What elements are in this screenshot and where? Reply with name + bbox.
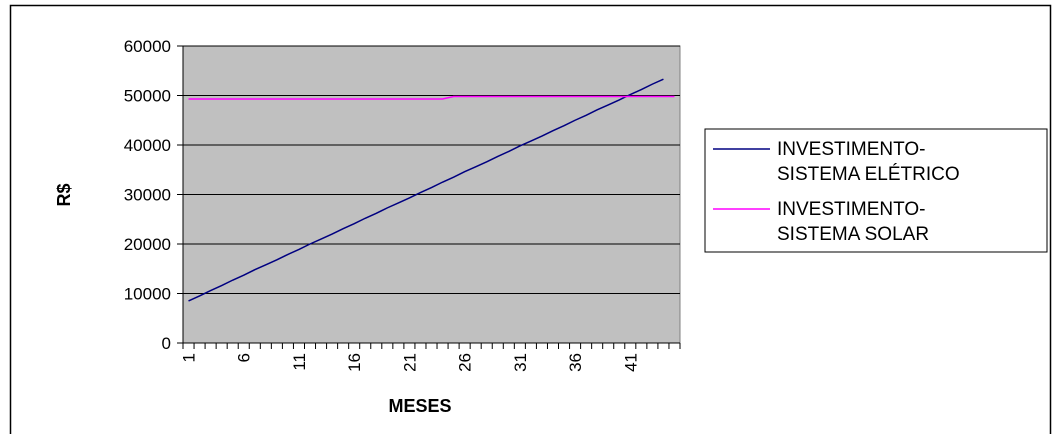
- y-tick-label: 60000: [124, 37, 171, 56]
- legend-label-line: SISTEMA SOLAR: [777, 224, 929, 245]
- x-tick-label: 16: [345, 353, 364, 372]
- x-tick-label: 6: [235, 353, 254, 362]
- x-tick-label: 26: [456, 353, 475, 372]
- x-tick-label: 11: [290, 353, 309, 371]
- x-tick-label: 41: [621, 353, 640, 372]
- legend-label-line: SISTEMA ELÉTRICO: [777, 164, 960, 185]
- y-tick-label: 10000: [124, 285, 171, 304]
- legend-label-line: INVESTIMENTO-: [777, 199, 926, 220]
- x-tick-label: 1: [180, 353, 199, 362]
- y-axis-title: R$: [54, 183, 74, 206]
- legend-label-line: INVESTIMENTO-: [777, 139, 926, 160]
- y-tick-label: 20000: [124, 235, 171, 254]
- legend-label: INVESTIMENTO- SISTEMA ELÉTRICO: [777, 139, 960, 185]
- legend-label: INVESTIMENTO- SISTEMA SOLAR: [777, 199, 929, 245]
- y-tick-label: 40000: [124, 136, 171, 155]
- x-tick-label: 31: [511, 353, 530, 372]
- y-tick-label: 30000: [124, 186, 171, 205]
- series-line: [188, 95, 675, 100]
- series-line: [188, 78, 664, 302]
- x-tick-label: 36: [566, 353, 585, 372]
- y-tick-label: 50000: [124, 87, 171, 106]
- y-tick-label: 0: [162, 334, 171, 353]
- x-tick-label: 21: [400, 353, 419, 372]
- x-axis-title: MESES: [388, 396, 451, 416]
